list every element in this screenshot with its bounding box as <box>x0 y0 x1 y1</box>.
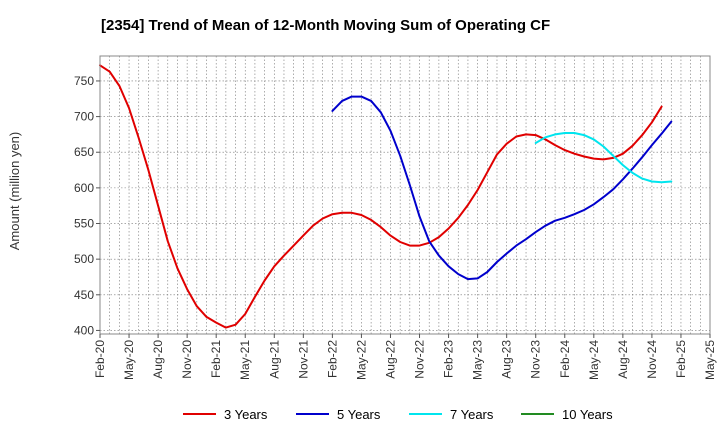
y-tick-label: 500 <box>74 252 94 266</box>
legend-label: 5 Years <box>337 407 381 422</box>
series-line-5-years <box>331 95 673 281</box>
chart-title: [2354] Trend of Mean of 12-Month Moving … <box>101 17 550 34</box>
x-tick-label: May-24 <box>587 340 601 380</box>
x-tick-label: Aug-24 <box>616 340 630 379</box>
x-tick-label: Feb-21 <box>209 340 223 378</box>
x-tick-label: Feb-23 <box>442 340 456 378</box>
x-tick-label: Nov-23 <box>529 340 543 379</box>
x-tick-label: Feb-25 <box>674 340 688 378</box>
y-axis-label: Amount (million yen) <box>7 132 22 251</box>
x-tick-label: Aug-20 <box>151 340 165 379</box>
x-tick-label: May-20 <box>122 340 136 380</box>
y-tick-label: 450 <box>74 288 94 302</box>
x-tick-label: May-22 <box>354 340 368 380</box>
legend: 3 Years 5 Years 7 Years 10 Years <box>183 407 613 422</box>
x-tick-label: May-23 <box>471 340 485 380</box>
x-tick-label: Feb-20 <box>93 340 107 378</box>
legend-label: 7 Years <box>450 407 494 422</box>
x-tick-label: May-25 <box>703 340 717 380</box>
y-tick-label: 650 <box>74 145 94 159</box>
y-tick-label: 600 <box>74 181 94 195</box>
x-tick-label: May-21 <box>238 340 252 380</box>
y-tick-label: 700 <box>74 110 94 124</box>
y-tick-label: 550 <box>74 217 94 231</box>
series-line-3-years <box>99 64 663 329</box>
x-tick-label: Nov-24 <box>645 340 659 379</box>
x-tick-label: Aug-22 <box>383 340 397 379</box>
series-group <box>99 64 673 329</box>
y-tick-label: 400 <box>74 323 94 337</box>
legend-label: 3 Years <box>224 407 268 422</box>
legend-label: 10 Years <box>562 407 613 422</box>
y-ticks: 400 450 500 550 600 650 700 750 <box>74 74 100 337</box>
x-tick-label: Aug-23 <box>500 340 514 379</box>
y-tick-label: 750 <box>74 74 94 88</box>
x-tick-label: Nov-20 <box>180 340 194 379</box>
x-ticks: Feb-20 May-20 Aug-20 Nov-20 Feb-21 May-21 Aug-… <box>93 334 717 380</box>
x-tick-label: Aug-21 <box>267 340 281 379</box>
x-tick-label: Nov-22 <box>413 340 427 379</box>
x-tick-label: Nov-21 <box>296 340 310 379</box>
grid <box>100 56 710 334</box>
x-tick-label: Feb-24 <box>558 340 572 378</box>
plot-border <box>99 55 711 335</box>
x-tick-label: Feb-22 <box>325 340 339 378</box>
series-line-7-years <box>534 132 673 184</box>
